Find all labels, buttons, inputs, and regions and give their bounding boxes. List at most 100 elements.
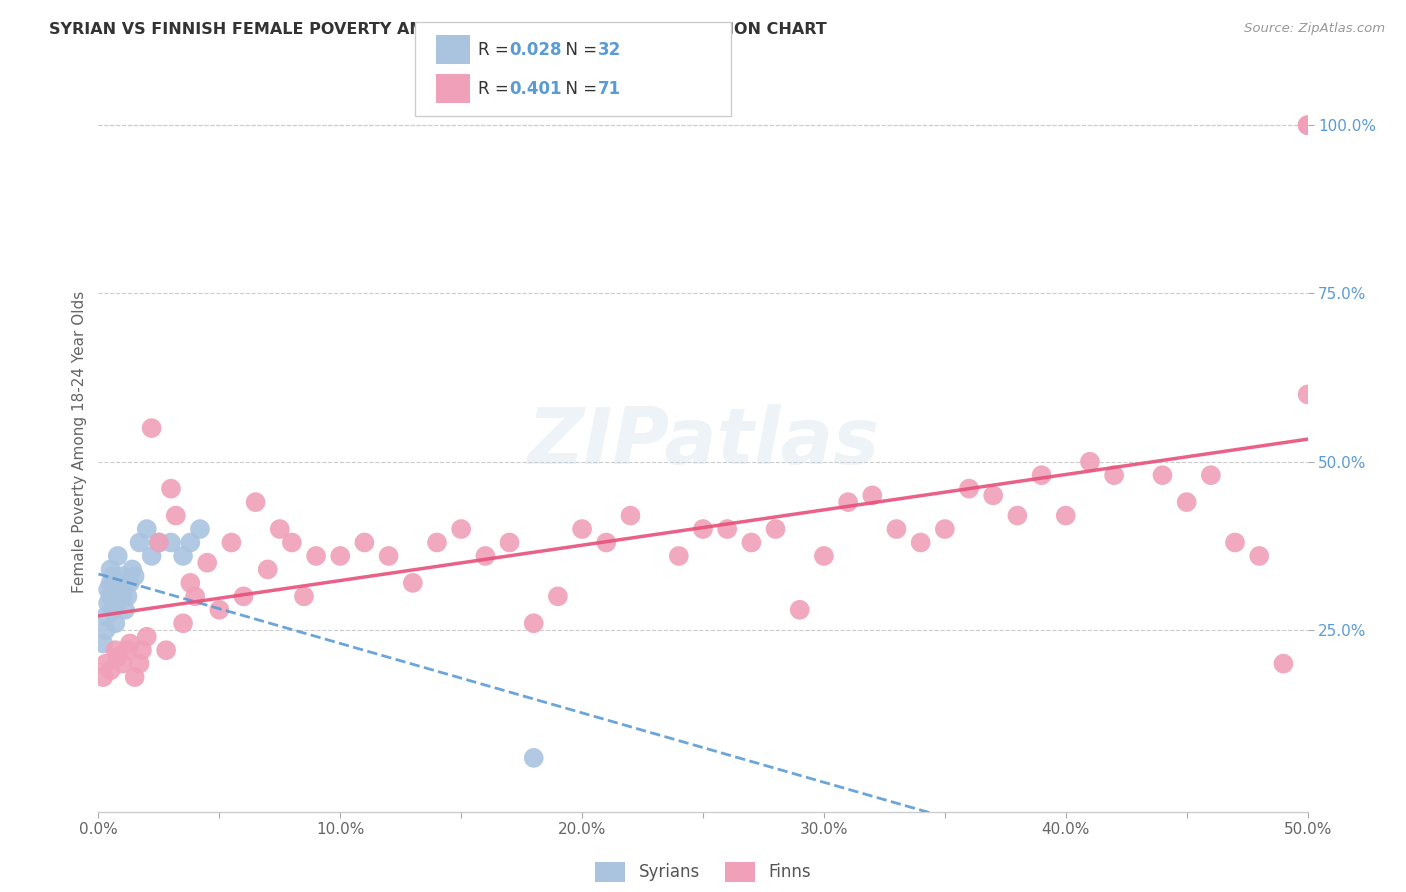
Point [886, 522, 908, 536]
Point [740, 535, 762, 549]
Point [1296, 118, 1319, 132]
Point [104, 590, 127, 604]
Point [1078, 455, 1101, 469]
Point [135, 522, 157, 536]
Point [426, 535, 449, 549]
Point [100, 562, 122, 576]
Point [668, 549, 690, 563]
Point [107, 582, 129, 597]
Point [141, 549, 163, 563]
Point [1031, 468, 1053, 483]
Point [121, 562, 143, 576]
Point [208, 603, 231, 617]
Point [94, 609, 117, 624]
Point [523, 616, 546, 631]
Point [1249, 549, 1271, 563]
Point [571, 522, 593, 536]
Point [94, 657, 117, 671]
Point [108, 575, 131, 590]
Text: R =: R = [478, 79, 515, 97]
Point [329, 549, 352, 563]
Point [124, 569, 146, 583]
Point [107, 596, 129, 610]
Point [353, 535, 375, 549]
Point [765, 522, 787, 536]
Point [100, 590, 122, 604]
Text: 0.028: 0.028 [509, 41, 561, 59]
Point [117, 590, 139, 604]
Point [837, 495, 859, 509]
Point [269, 522, 291, 536]
Point [1296, 118, 1319, 132]
Point [305, 549, 328, 563]
Text: ZIPatlas: ZIPatlas [527, 403, 879, 480]
Point [184, 590, 207, 604]
Point [292, 590, 315, 604]
Point [860, 488, 883, 502]
Text: 71: 71 [598, 79, 620, 97]
Point [172, 549, 194, 563]
Point [100, 575, 122, 590]
Point [155, 643, 177, 657]
Point [179, 575, 201, 590]
Point [111, 590, 134, 604]
Point [148, 535, 170, 549]
Point [245, 495, 267, 509]
Point [100, 664, 122, 678]
Point [1296, 387, 1319, 401]
Point [101, 569, 124, 583]
Point [107, 649, 129, 664]
Point [94, 623, 117, 637]
Point [91, 670, 114, 684]
Point [111, 657, 134, 671]
Text: 32: 32 [598, 41, 621, 59]
Legend: Syrians, Finns: Syrians, Finns [589, 855, 817, 888]
Point [402, 575, 425, 590]
Point [474, 549, 496, 563]
Point [97, 596, 120, 610]
Text: N =: N = [555, 41, 603, 59]
Point [1272, 657, 1295, 671]
Point [179, 535, 201, 549]
Point [377, 549, 399, 563]
Point [910, 535, 932, 549]
Point [256, 562, 278, 576]
Point [1102, 468, 1125, 483]
Point [131, 643, 153, 657]
Text: R =: R = [478, 41, 515, 59]
Y-axis label: Female Poverty Among 18-24 Year Olds: Female Poverty Among 18-24 Year Olds [72, 291, 87, 592]
Point [547, 590, 569, 604]
Point [195, 556, 218, 570]
Point [148, 535, 170, 549]
Point [281, 535, 304, 549]
Point [104, 616, 127, 631]
Point [104, 643, 127, 657]
Point [981, 488, 1004, 502]
Text: N =: N = [555, 79, 603, 97]
Point [1223, 535, 1246, 549]
Point [128, 657, 150, 671]
Point [114, 603, 136, 617]
Point [165, 508, 187, 523]
Point [160, 535, 183, 549]
Point [692, 522, 714, 536]
Point [91, 636, 114, 650]
Point [716, 522, 738, 536]
Point [957, 482, 980, 496]
Point [188, 522, 211, 536]
Point [128, 535, 150, 549]
Point [107, 549, 129, 563]
Text: 0.401: 0.401 [509, 79, 561, 97]
Point [523, 751, 546, 765]
Point [1199, 468, 1222, 483]
Point [498, 535, 520, 549]
Text: Source: ZipAtlas.com: Source: ZipAtlas.com [1244, 22, 1385, 36]
Point [789, 603, 811, 617]
Point [117, 643, 139, 657]
Point [232, 590, 254, 604]
Point [160, 482, 183, 496]
Point [1175, 495, 1198, 509]
Point [118, 636, 141, 650]
Point [101, 603, 124, 617]
Point [135, 630, 157, 644]
